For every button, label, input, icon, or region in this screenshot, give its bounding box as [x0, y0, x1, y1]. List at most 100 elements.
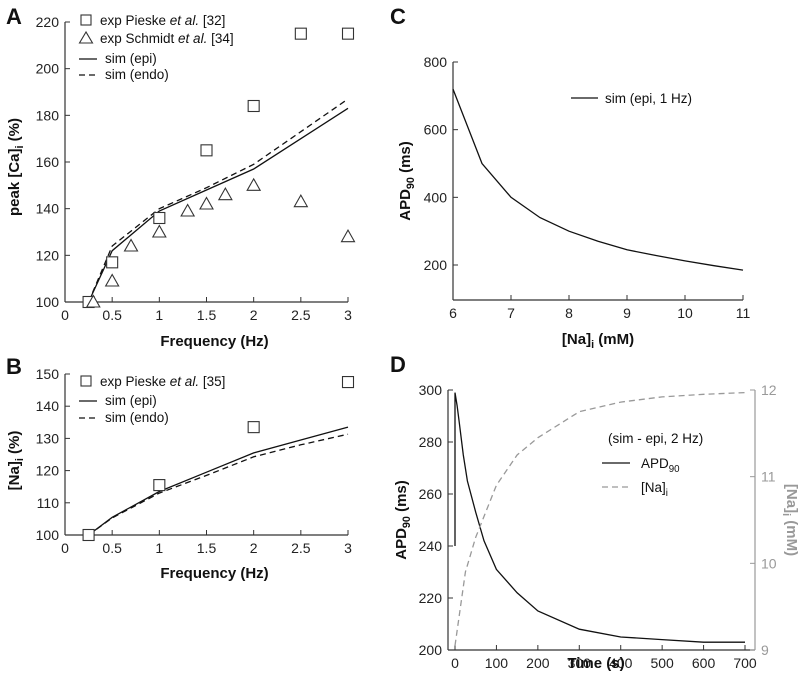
- series-line-sim-epi: [88, 426, 349, 536]
- legend-triangle-icon: [78, 30, 94, 44]
- data-point-triangle: [217, 187, 233, 201]
- data-point-triangle: [85, 294, 101, 308]
- panel-c: C 6 7 8 9 10 11 200 400 600 800 [Na]i (mM) APD90 (ms…: [390, 4, 750, 351]
- legend-label: sim (epi): [105, 51, 157, 66]
- x-axis-label: Frequency (Hz): [160, 333, 268, 350]
- x-tick-label: 3: [344, 540, 352, 556]
- y2-axis-label: [Na]i (mM): [780, 484, 800, 556]
- y-tick-label: 240: [419, 538, 443, 554]
- series-line-sim-epi-1-hz: [452, 88, 744, 271]
- x-axis-label: Time (s): [567, 655, 624, 672]
- data-point-square: [82, 528, 95, 542]
- series-line-sim-endo: [88, 433, 349, 536]
- x-tick-label: 1.5: [197, 540, 217, 556]
- data-point-triangle: [151, 224, 167, 238]
- series-line-apd90: [454, 392, 745, 643]
- x-tick-label: 1: [155, 307, 163, 323]
- data-point-triangle: [199, 196, 214, 210]
- panel-letter-c: C: [390, 4, 406, 29]
- panel-a: A 0 0.5 1 1.5 2 2.5 3 100 120 140 160 180 200 220 Frequ…: [6, 4, 356, 350]
- y-tick-label: 300: [419, 382, 443, 398]
- x-tick-label: 1: [155, 540, 163, 556]
- x-tick-label: 9: [623, 305, 631, 321]
- legend-square-icon: [80, 14, 92, 26]
- x-tick-label: 1.5: [197, 307, 217, 323]
- y-tick-label: 120: [36, 463, 60, 479]
- x-tick-label: 11: [736, 305, 751, 321]
- y2-tick-label: 12: [761, 382, 777, 398]
- y-tick-label: 140: [36, 398, 60, 414]
- y-tick-label: 800: [424, 54, 448, 70]
- x-tick-label: 0: [61, 307, 69, 323]
- data-point-triangle: [246, 177, 262, 191]
- y-tick-label: 160: [36, 154, 60, 170]
- legend-square-icon: [80, 375, 92, 387]
- data-point-triangle: [340, 229, 356, 243]
- x-tick-label: 0: [451, 655, 459, 671]
- y-tick-label: 180: [36, 107, 60, 123]
- x-tick-label: 600: [692, 655, 716, 671]
- legend-title: (sim - epi, 2 Hz): [608, 431, 703, 446]
- x-tick-label: 700: [733, 655, 757, 671]
- series-line-na-i: [454, 391, 746, 646]
- data-point-square: [153, 479, 166, 492]
- y-axis-label: APD90 (ms): [393, 480, 413, 560]
- series-line-sim-endo: [88, 98, 349, 303]
- x-tick-label: 500: [650, 655, 674, 671]
- x-tick-label: 0.5: [102, 540, 122, 556]
- x-tick-label: 0: [61, 540, 69, 556]
- x-tick-label: 0.5: [102, 307, 122, 323]
- x-tick-label: 10: [677, 305, 693, 321]
- x-tick-label: 100: [485, 655, 509, 671]
- x-axis-label: [Na]i (mM): [562, 331, 634, 351]
- legend-label: exp Pieske et al. [32]: [100, 13, 225, 28]
- series-line-sim-epi: [88, 107, 349, 303]
- x-tick-label: 2: [250, 540, 258, 556]
- data-point-triangle: [293, 194, 309, 208]
- legend-label: sim (endo): [105, 410, 169, 425]
- data-point-square: [106, 256, 119, 269]
- x-tick-label: 2: [250, 307, 258, 323]
- y-tick-label: 200: [36, 61, 60, 77]
- data-point-triangle: [123, 238, 139, 252]
- panel-letter-b: B: [6, 354, 22, 379]
- data-point-square: [153, 211, 166, 225]
- data-point-square: [200, 144, 213, 157]
- y-tick-label: 110: [37, 495, 60, 511]
- data-point-triangle: [104, 273, 120, 287]
- data-point-square: [247, 99, 260, 113]
- legend-label: [Na]i: [641, 480, 668, 499]
- x-tick-label: 2.5: [291, 307, 311, 323]
- y-tick-label: 150: [36, 366, 60, 382]
- y-tick-label: 200: [424, 257, 448, 273]
- data-point-square: [294, 27, 307, 40]
- y-tick-label: 100: [36, 527, 60, 543]
- x-tick-label: 200: [526, 655, 550, 671]
- x-tick-label: 8: [565, 305, 573, 321]
- data-point-square: [247, 421, 260, 434]
- y-tick-label: 260: [419, 486, 443, 502]
- x-tick-label: 400: [609, 655, 633, 671]
- legend-label: sim (epi): [105, 393, 157, 408]
- y-tick-label: 120: [36, 247, 60, 263]
- y-tick-label: 100: [36, 294, 60, 310]
- legend-label: exp Pieske et al. [35]: [100, 374, 225, 389]
- x-tick-label: 3: [344, 307, 352, 323]
- data-point-square: [341, 375, 355, 389]
- y-tick-label: 280: [419, 434, 443, 450]
- legend-label: sim (epi, 1 Hz): [605, 91, 692, 106]
- y2-tick-label: 11: [761, 469, 776, 485]
- panel-letter-a: A: [6, 4, 22, 29]
- y2-tick-label: 10: [761, 555, 777, 571]
- y-tick-label: 600: [424, 122, 448, 138]
- x-tick-label: 300: [568, 655, 592, 671]
- panel-d: D 0 100 200 300 400 500 600 700 200 220 240 260 280 30…: [390, 352, 800, 672]
- y-axis-label: [Na]i (%): [6, 431, 26, 491]
- y-axis-label: APD90 (ms): [397, 141, 417, 221]
- data-point-triangle: [180, 203, 196, 217]
- x-axis-label: Frequency (Hz): [160, 565, 268, 582]
- x-tick-label: 7: [507, 305, 515, 321]
- legend-label: APD90: [641, 456, 680, 475]
- y-tick-label: 220: [36, 14, 60, 30]
